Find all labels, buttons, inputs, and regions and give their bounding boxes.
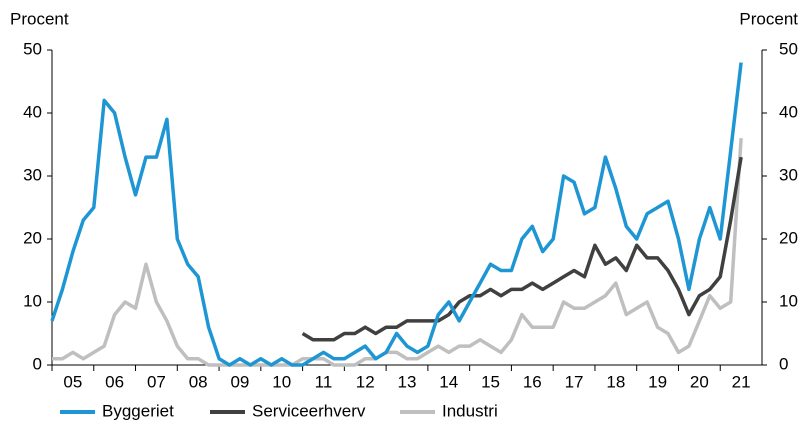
y2-tick-label: 10: [779, 291, 798, 310]
y2-tick-label: 0: [779, 354, 788, 373]
x-tick-label: 17: [565, 372, 584, 391]
y-tick-label: 50: [23, 39, 42, 58]
legend-label: Industri: [442, 401, 498, 420]
series-line: [301, 156, 743, 342]
y2-tick-label: 50: [779, 39, 798, 58]
y-tick-label: 30: [23, 165, 42, 184]
y-tick-label: 0: [33, 354, 42, 373]
y2-tick-label: 40: [779, 102, 798, 121]
x-tick-label: 07: [147, 372, 166, 391]
y2-tick-label: 30: [779, 165, 798, 184]
x-tick-label: 19: [648, 372, 667, 391]
x-tick-label: 20: [690, 372, 709, 391]
x-tick-label: 11: [315, 372, 333, 391]
y-tick-label: 20: [23, 228, 42, 247]
x-tick-label: 21: [732, 372, 751, 391]
x-tick-label: 14: [439, 372, 458, 391]
x-tick-label: 08: [189, 372, 208, 391]
y-axis-label: Procent: [10, 9, 69, 28]
series-line: [52, 138, 743, 367]
x-tick-label: 10: [272, 372, 291, 391]
y2-tick-label: 20: [779, 228, 798, 247]
y-tick-label: 10: [23, 291, 42, 310]
series-line: [50, 62, 743, 367]
x-tick-label: 16: [523, 372, 542, 391]
x-tick-label: 18: [606, 372, 625, 391]
x-tick-label: 05: [63, 372, 82, 391]
legend-label: Byggeriet: [102, 401, 174, 420]
y2-axis-label: Procent: [739, 9, 798, 28]
x-tick-label: 06: [105, 372, 124, 391]
legend-label: Serviceerhverv: [252, 401, 366, 420]
x-tick-label: 15: [481, 372, 500, 391]
x-tick-label: 09: [230, 372, 249, 391]
x-tick-label: 13: [398, 372, 417, 391]
x-tick-label: 12: [356, 372, 375, 391]
y-tick-label: 40: [23, 102, 42, 121]
